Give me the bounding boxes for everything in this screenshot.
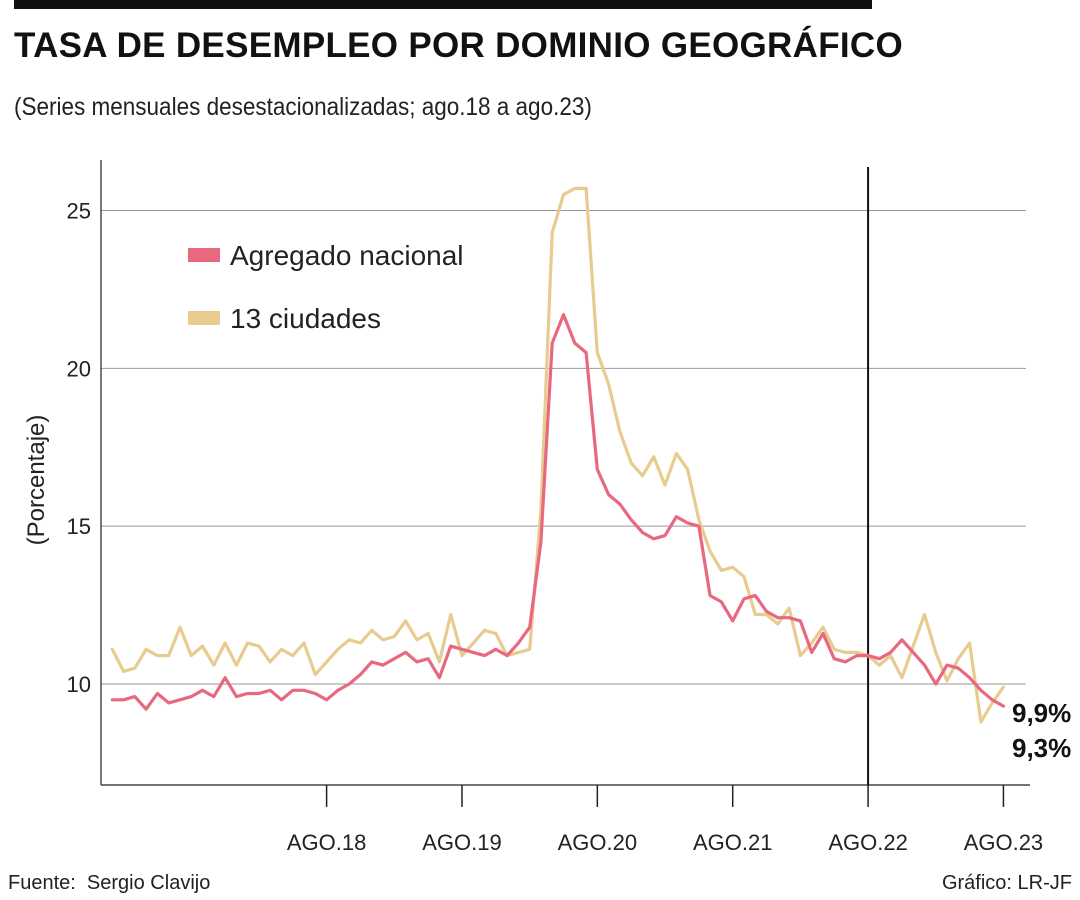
y-tick-label-20: 20 bbox=[67, 356, 91, 381]
legend-label-ciudades: 13 ciudades bbox=[230, 303, 381, 334]
x-tick-label-2: AGO.20 bbox=[558, 830, 637, 855]
source-note: Fuente: Sergio Clavijo bbox=[8, 872, 211, 894]
y-axis-label: (Porcentaje) bbox=[23, 415, 50, 546]
x-tick-label-4: AGO.22 bbox=[828, 830, 907, 855]
axes: 10 15 20 25 AGO.18 AGO.19 AGO.20 AGO.21 AGO.22 AG… bbox=[67, 160, 1043, 855]
legend-label-nacional: Agregado nacional bbox=[230, 240, 464, 271]
legend-swatch-ciudades bbox=[188, 311, 220, 325]
end-label-ciudades: 9,9% bbox=[1012, 698, 1071, 728]
y-tick-label-25: 25 bbox=[67, 199, 91, 224]
gridlines bbox=[101, 210, 1026, 685]
x-tick-label-3: AGO.21 bbox=[693, 830, 772, 855]
x-tick-label-5: AGO.23 bbox=[964, 830, 1043, 855]
x-tick-label-0: AGO.18 bbox=[287, 830, 366, 855]
x-tick-label-1: AGO.19 bbox=[422, 830, 501, 855]
legend-swatch-nacional bbox=[188, 248, 220, 262]
y-tick-label-15: 15 bbox=[67, 514, 91, 539]
end-label-nacional: 9,3% bbox=[1012, 733, 1071, 763]
series-lines bbox=[110, 186, 1006, 724]
chart-subtitle: (Series mensuales desestacionalizadas; a… bbox=[14, 93, 592, 121]
chart-title: TASA DE DESEMPLEO POR DOMINIO GEOGRÁFICO bbox=[14, 26, 903, 65]
y-tick-label-10: 10 bbox=[67, 672, 91, 697]
legend: Agregado nacional 13 ciudades bbox=[188, 240, 464, 334]
series-line-nacional bbox=[110, 313, 1006, 711]
series-line-ciudades bbox=[110, 186, 1006, 724]
credit-note: Gráfico: LR-JF bbox=[941, 872, 1072, 894]
top-rule bbox=[14, 0, 872, 9]
